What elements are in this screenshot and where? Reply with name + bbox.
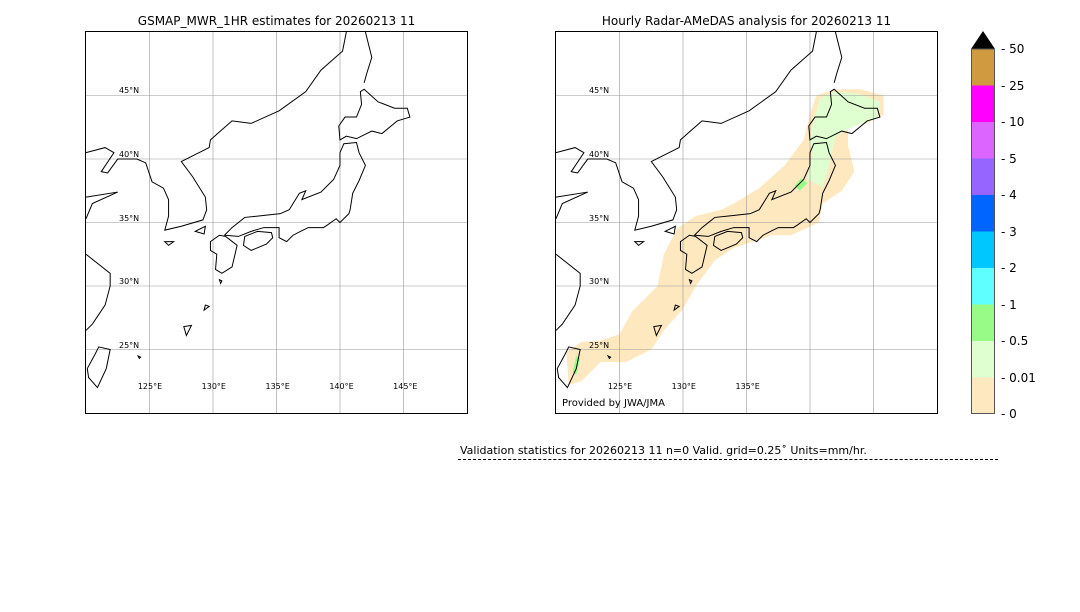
coastline [688,278,693,285]
map-canvas [556,32,937,413]
coastline [86,346,111,389]
coastline [86,253,111,331]
colorbar-label: - 0 [1001,407,1017,421]
colorbar-label: - 0.01 [1001,370,1036,385]
lon-tick-label: 130°E [201,382,226,391]
colorbar-segment [971,304,995,341]
colorbar-segment [971,122,995,159]
colorbar-segment [971,195,995,232]
lat-tick-label: 40°N [589,149,610,159]
colorbar-label: - 10 [1001,115,1025,129]
radar-amedas-map: Provided by JWA/JMA 125°E 130°E 135°E 45°N 4… [555,31,938,414]
lon-tick-label: 135°E [735,382,760,391]
coastline [833,32,843,83]
colorbar-border [971,48,995,414]
lon-tick-label: 145°E [393,382,418,391]
colorbar-label: - 4 [1001,188,1017,202]
coastline [203,304,211,312]
colorbar-segment [971,377,995,414]
colorbar-label: - 3 [1001,224,1017,239]
colorbar-segment [971,268,995,305]
coastline [193,225,207,235]
coastline [86,32,347,231]
lon-tick-label: 135°E [265,382,290,391]
colorbar-label: - 50 [1001,42,1025,56]
coastline [679,234,708,274]
coastline [808,88,881,141]
coastline [556,191,588,219]
map-canvas [86,32,467,413]
lat-tick-label: 25°N [119,341,140,351]
coastline [556,253,581,331]
lat-tick-label: 40°N [119,149,140,159]
colorbar-segment [971,49,995,86]
colorbar-svg [971,31,995,414]
lat-tick-label: 35°N [589,213,610,223]
lon-tick-label: 140°E [329,382,354,391]
colorbar-label: - 1 [1001,297,1017,312]
precip-area-0.01 [566,89,884,386]
coastline [209,234,238,274]
colorbar-segment [971,341,995,378]
coastline [136,354,142,360]
coastline [338,88,411,141]
coastline [242,230,274,252]
coastline [163,241,176,247]
coastline [633,241,646,247]
coastline [673,304,681,312]
left-map-title: GSMAP_MWR_1HR estimates for 20260213 11 [137,14,416,28]
coastline [183,324,193,337]
colorbar-extend-arrow [971,31,995,49]
credit-text: Provided by JWA/JMA [562,398,665,409]
validation-stats: Validation statistics for 20260213 11 n=… [458,444,998,460]
lat-tick-label: 45°N [589,85,610,95]
lat-tick-label: 30°N [119,277,140,287]
lat-tick-label: 35°N [119,213,140,223]
coastline [606,354,612,360]
coastline [653,324,663,337]
lat-tick-label: 30°N [589,277,610,287]
lon-tick-label: 125°E [607,382,633,391]
colorbar-segment [971,158,995,195]
coastline [712,230,744,252]
colorbar-label: - 2 [1001,261,1017,275]
coastline [556,32,817,231]
gsmap-map: 125°E 130°E 135°E 140°E 145°E 45°N 40°N 35°N 30°… [85,31,468,414]
colorbar-segment [971,231,995,268]
lon-tick-label: 130°E [671,382,696,391]
lon-tick-label: 125°E [137,382,163,391]
coastline [693,141,836,243]
lat-tick-label: 45°N [119,85,140,95]
precip-area-0.5 [807,91,880,187]
coastline [556,346,581,389]
precip-area-1 [794,178,808,191]
colorbar-segment [971,85,995,122]
colorbar [971,31,995,414]
coastline [86,191,118,219]
colorbar-label: - 5 [1001,151,1017,166]
coastline [363,32,373,83]
colorbar-label: - 25 [1001,78,1025,93]
colorbar-label: - 0.5 [1001,334,1029,348]
coastline [218,278,223,285]
right-map-title: Hourly Radar-AMeDAS analysis for 2026021… [601,14,892,28]
coastline [663,225,677,235]
coastline [223,141,366,243]
lat-tick-label: 25°N [589,341,610,351]
